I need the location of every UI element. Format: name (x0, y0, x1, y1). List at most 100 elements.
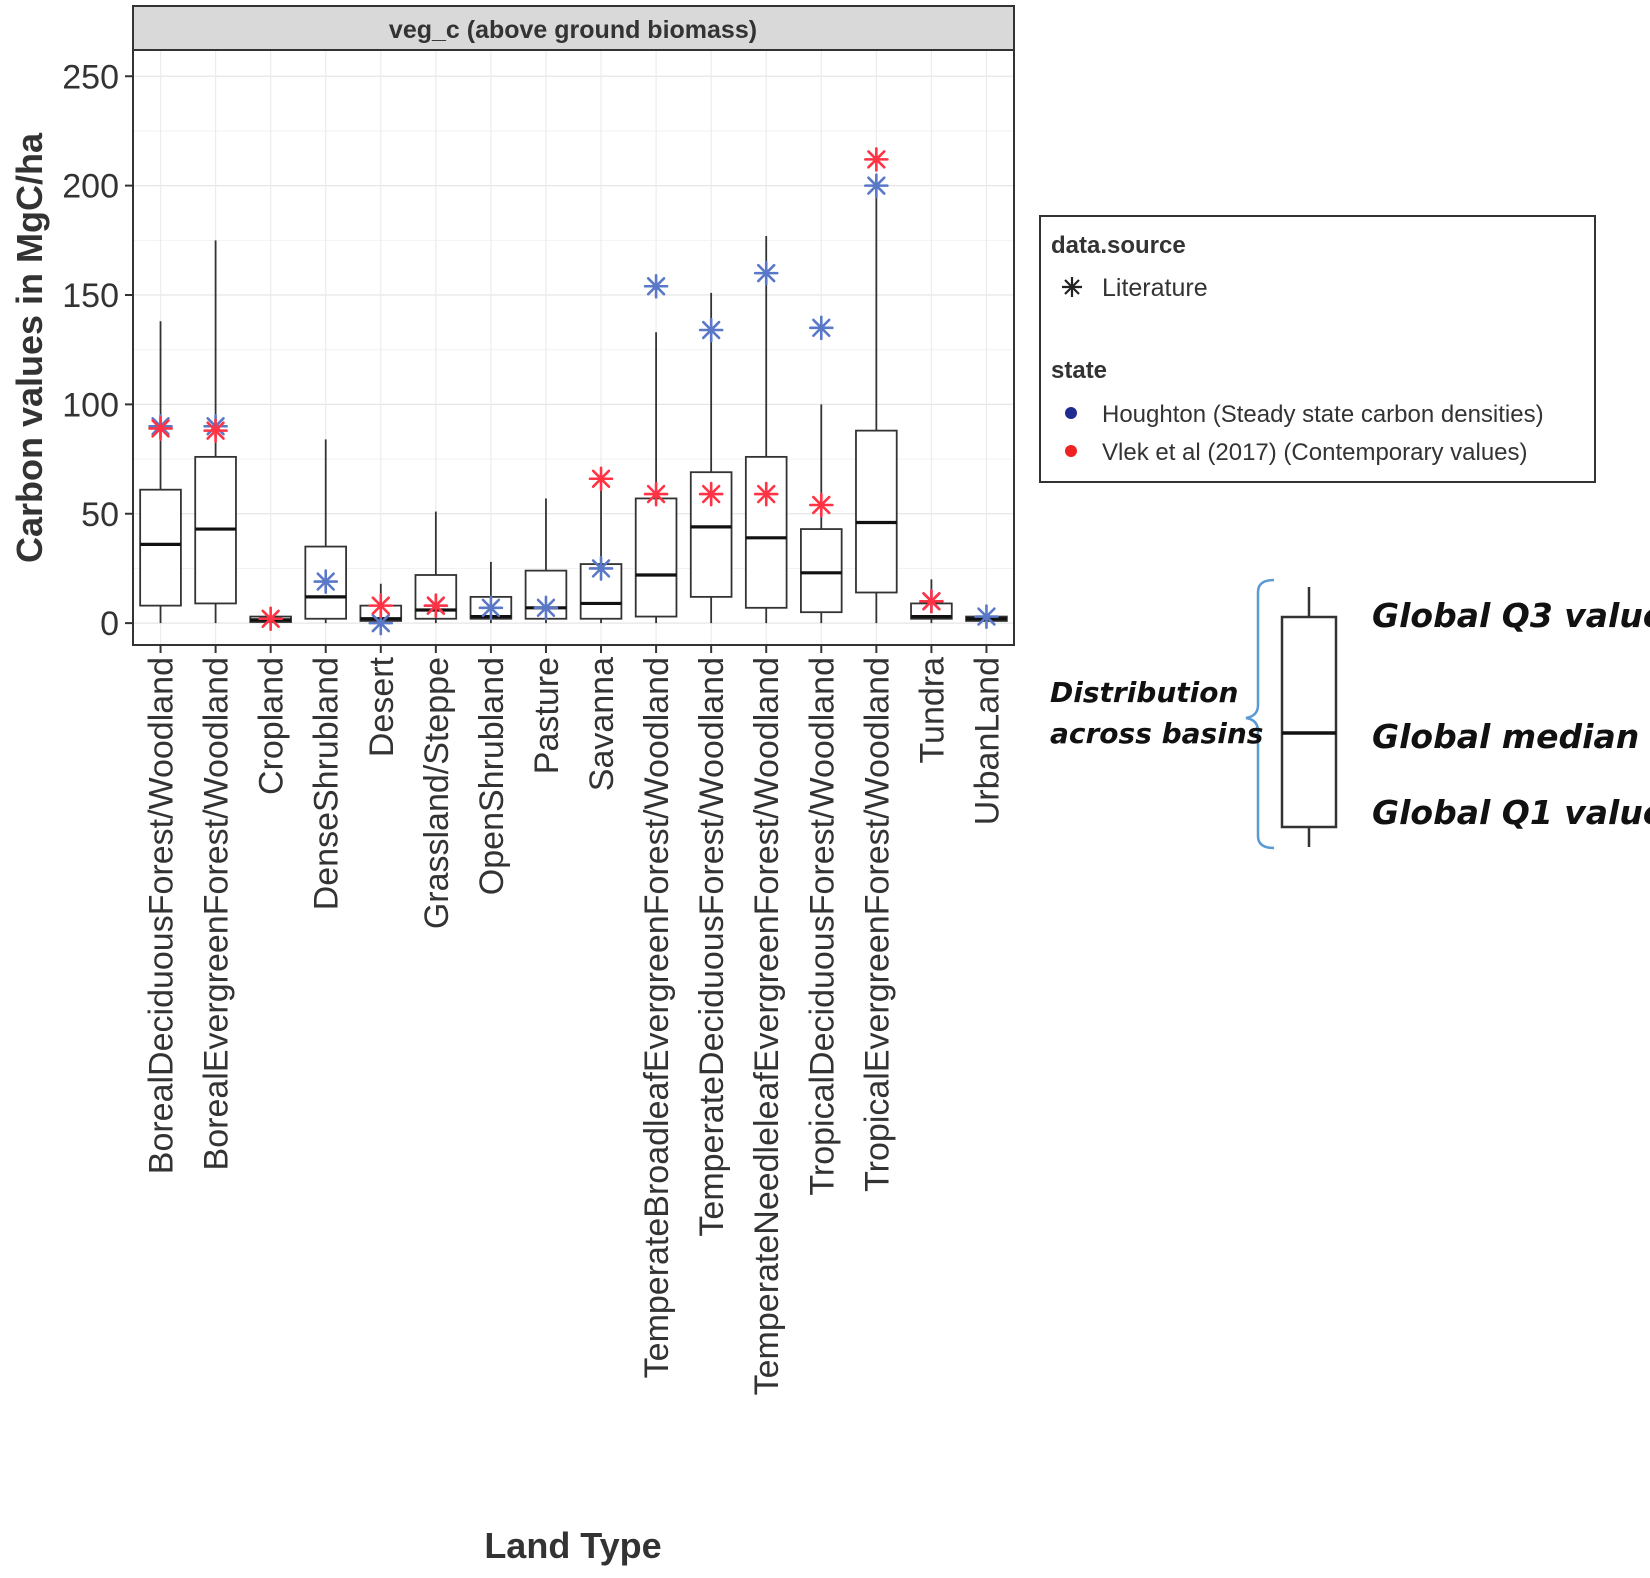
panel-title: veg_c (above ground biomass) (389, 16, 757, 44)
legend-item-vlek: Vlek et al (2017) (Contemporary values) (1102, 439, 1528, 466)
vlek-point (919, 588, 944, 614)
x-tick-label: Pasture (528, 657, 566, 774)
x-tick-label: BorealDeciduousForest/Woodland (143, 657, 181, 1174)
box (800, 528, 843, 614)
box (744, 455, 788, 609)
star-stroke (646, 277, 666, 296)
star-stroke (591, 469, 611, 488)
houghton-point (643, 273, 669, 299)
box (139, 488, 182, 607)
x-tick-label: Desert (363, 656, 401, 757)
x-axis-title: Land Type (484, 1525, 661, 1566)
x-tick-label: DenseShrubland (308, 657, 346, 910)
key-distribution-line2: across basins (1050, 717, 1263, 750)
star-stroke (481, 598, 501, 618)
star-stroke (646, 484, 666, 504)
star-stroke (316, 572, 335, 591)
vlek-point (423, 593, 449, 618)
bracket-shape (1245, 578, 1275, 850)
star-stroke (261, 609, 280, 628)
star-stroke (536, 598, 556, 618)
legend-box (1039, 215, 1596, 483)
star-stroke (371, 596, 391, 615)
star-stroke (701, 320, 721, 340)
x-tick-label: TemperateDeciduousForest/Woodland (693, 657, 731, 1237)
y-tick-label: 250 (62, 58, 119, 96)
y-tick-label: 0 (100, 605, 119, 643)
vlek-point (203, 418, 228, 443)
x-tick-label: Savanna (583, 657, 621, 791)
x-tick-label: UrbanLand (968, 657, 1006, 825)
houghton-point (753, 260, 779, 286)
star-stroke (151, 419, 170, 438)
y-axis: 0 50 100 150 200 250 (62, 58, 133, 643)
houghton-dot-icon (1065, 407, 1077, 419)
key-q3-label: Global Q3 value (1372, 596, 1650, 635)
x-tick-label: TemperateBroadleafEvergreenForest/Woodla… (638, 657, 676, 1378)
x-tick-label: TemperateNeedleleafEvergreenForest/Woodl… (748, 657, 786, 1395)
y-tick-label: 200 (62, 168, 119, 206)
x-tick-label: OpenShrubland (473, 657, 511, 895)
legend-title-state: state (1051, 357, 1107, 384)
vlek-point (368, 593, 394, 618)
star-stroke (922, 592, 941, 611)
key-median-label: Global median (1372, 717, 1639, 756)
vlek-dot-icon (1065, 445, 1077, 457)
houghton-point (533, 595, 559, 621)
y-axis-title: Carbon values in MgC/ha (9, 132, 50, 563)
legend-item-literature: Literature (1102, 274, 1208, 302)
panel-strip (132, 5, 1015, 51)
star-stroke (867, 150, 886, 169)
houghton-point (698, 317, 724, 343)
boxplot-key: Distribution across basins Global Q3 val… (1050, 578, 1650, 850)
star-stroke (756, 484, 776, 504)
houghton-point (588, 556, 614, 581)
box (855, 429, 898, 594)
x-axis: BorealDeciduousForest/Woodland BorealEver… (143, 645, 1006, 1395)
key-q1-label: Global Q1 value (1372, 793, 1650, 832)
houghton-point (974, 604, 999, 629)
legend-item-houghton: Houghton (Steady state carbon densities) (1102, 401, 1544, 428)
gridlines (133, 50, 1014, 645)
star-stroke (701, 484, 721, 504)
houghton-point (808, 315, 834, 341)
vlek-point (588, 466, 614, 492)
star-stroke (756, 263, 776, 283)
vlek-point (698, 481, 724, 507)
houghton-point (864, 173, 889, 198)
box (524, 569, 568, 620)
houghton-point (313, 569, 339, 594)
legend: data.source Literature state Houghton (S… (1039, 215, 1596, 483)
y-tick-label: 150 (62, 277, 119, 315)
x-tick-label: Tundra (913, 657, 951, 764)
star-stroke (591, 559, 611, 578)
legend-title-data-source: data.source (1051, 232, 1186, 259)
vlek-point (258, 606, 283, 632)
x-tick-label: TropicalEvergreenForest/Woodland (858, 657, 896, 1192)
star-stroke (371, 613, 391, 633)
y-tick-label: 50 (81, 496, 119, 534)
points-layer (148, 147, 999, 636)
star-stroke (206, 421, 225, 440)
vlek-point (753, 481, 779, 507)
x-tick-label: Cropland (253, 657, 291, 795)
x-tick-label: TropicalDeciduousForest/Woodland (803, 657, 841, 1196)
star-stroke (812, 495, 831, 515)
key-distribution-line1: Distribution (1050, 676, 1238, 709)
star-stroke (867, 176, 886, 195)
box (634, 497, 678, 618)
y-tick-label: 100 (62, 386, 119, 424)
key-box (1280, 615, 1338, 829)
vlek-point (148, 416, 173, 441)
star-stroke (977, 607, 996, 626)
star-stroke (812, 318, 831, 338)
x-tick-label: BorealEvergreenForest/Woodland (198, 657, 236, 1170)
x-tick-label: Grassland/Steppe (418, 657, 456, 929)
asterisk-icon (1062, 277, 1082, 297)
vlek-point (643, 481, 669, 507)
vlek-point (864, 147, 889, 172)
star-stroke (426, 596, 446, 615)
houghton-point (478, 595, 504, 621)
vlek-point (808, 492, 834, 518)
